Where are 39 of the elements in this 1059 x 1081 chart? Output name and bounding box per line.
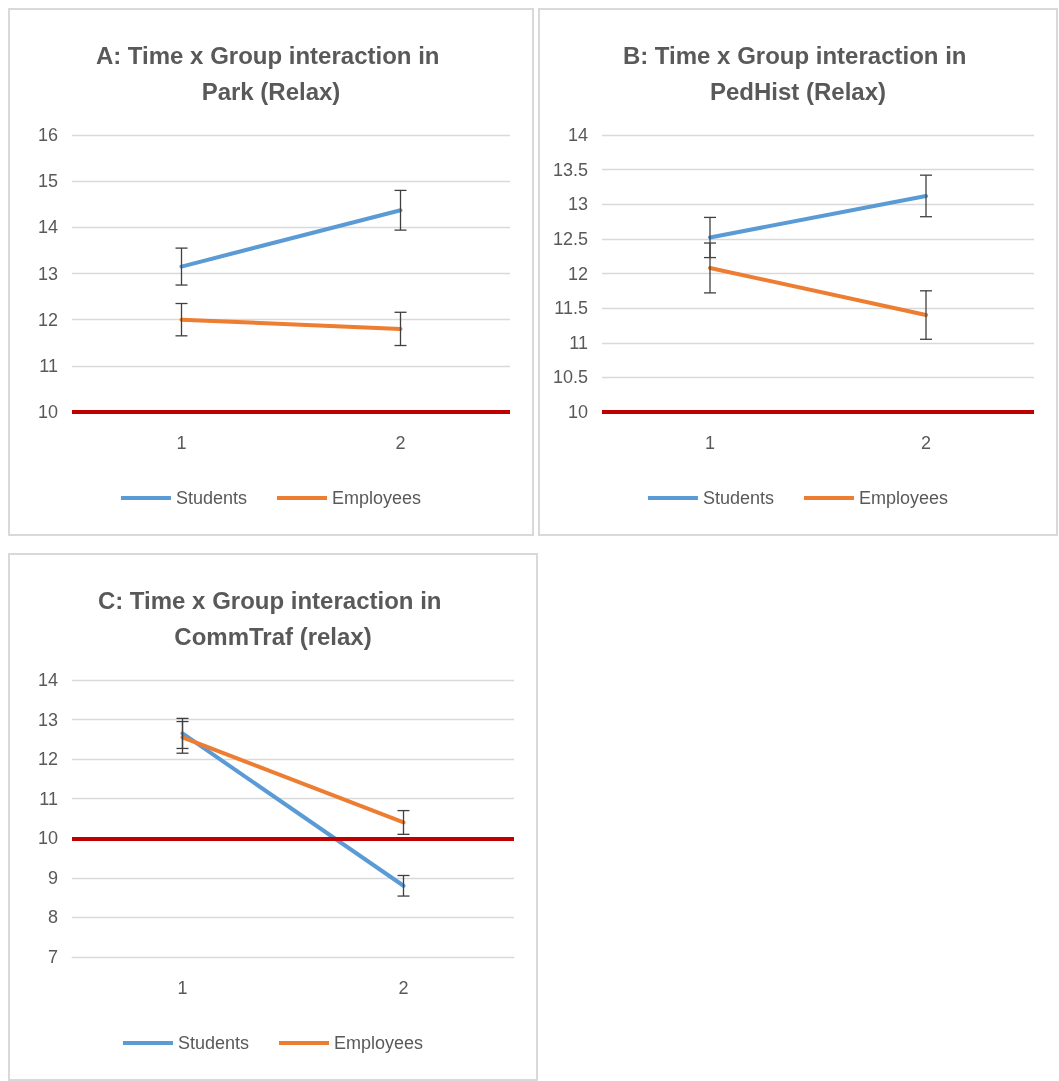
x-tick-label: 2 (398, 978, 409, 998)
y-tick-label: 13 (567, 194, 588, 215)
y-tick-label: 12 (37, 749, 58, 770)
y-tick-label: 12.5 (552, 228, 588, 249)
y-tick-label: 12 (37, 309, 58, 330)
y-tick-label: 14 (37, 217, 58, 238)
legend-label: Employees (334, 1033, 424, 1053)
y-tick-label: 14 (37, 670, 58, 690)
y-tick-label: 13.5 (552, 159, 588, 180)
y-tick-label: 11 (39, 788, 58, 809)
y-tick-label: 11 (569, 332, 588, 353)
y-tick-label: 13 (37, 709, 58, 730)
legend-label: Employees (859, 488, 949, 508)
x-tick-label: 2 (395, 433, 406, 453)
legend-label: Employees (332, 488, 422, 508)
x-tick-label: 2 (920, 433, 932, 453)
legend-label: Students (175, 488, 248, 508)
y-tick-label: 8 (47, 907, 58, 928)
chart-title: C: Time x Group interaction in CommTraf (relax) (97, 586, 449, 650)
y-tick-label: 11.5 (554, 298, 588, 319)
y-tick-label: 7 (47, 947, 58, 967)
chart-title: B: Time x Group interaction in PedHist (Relax) (622, 41, 974, 105)
x-tick-label: 1 (177, 978, 188, 998)
y-tick-label: 10.5 (552, 367, 588, 388)
y-tick-label: 15 (37, 171, 58, 192)
legend-label: Students (177, 1033, 250, 1053)
y-tick-label: 10 (567, 402, 588, 422)
x-tick-label: 1 (704, 433, 716, 453)
y-tick-label: 12 (567, 263, 588, 284)
y-tick-label: 10 (37, 828, 58, 849)
y-tick-label: 16 (37, 125, 58, 145)
y-tick-label: 11 (39, 355, 58, 376)
y-tick-label: 14 (567, 125, 588, 145)
x-tick-label: 1 (176, 433, 187, 453)
legend-label: Students (702, 488, 775, 508)
y-tick-label: 13 (37, 263, 58, 284)
y-tick-label: 9 (47, 867, 58, 888)
y-tick-label: 10 (37, 402, 58, 422)
chart-title: A: Time x Group interaction in Park (Relax) (95, 41, 447, 105)
